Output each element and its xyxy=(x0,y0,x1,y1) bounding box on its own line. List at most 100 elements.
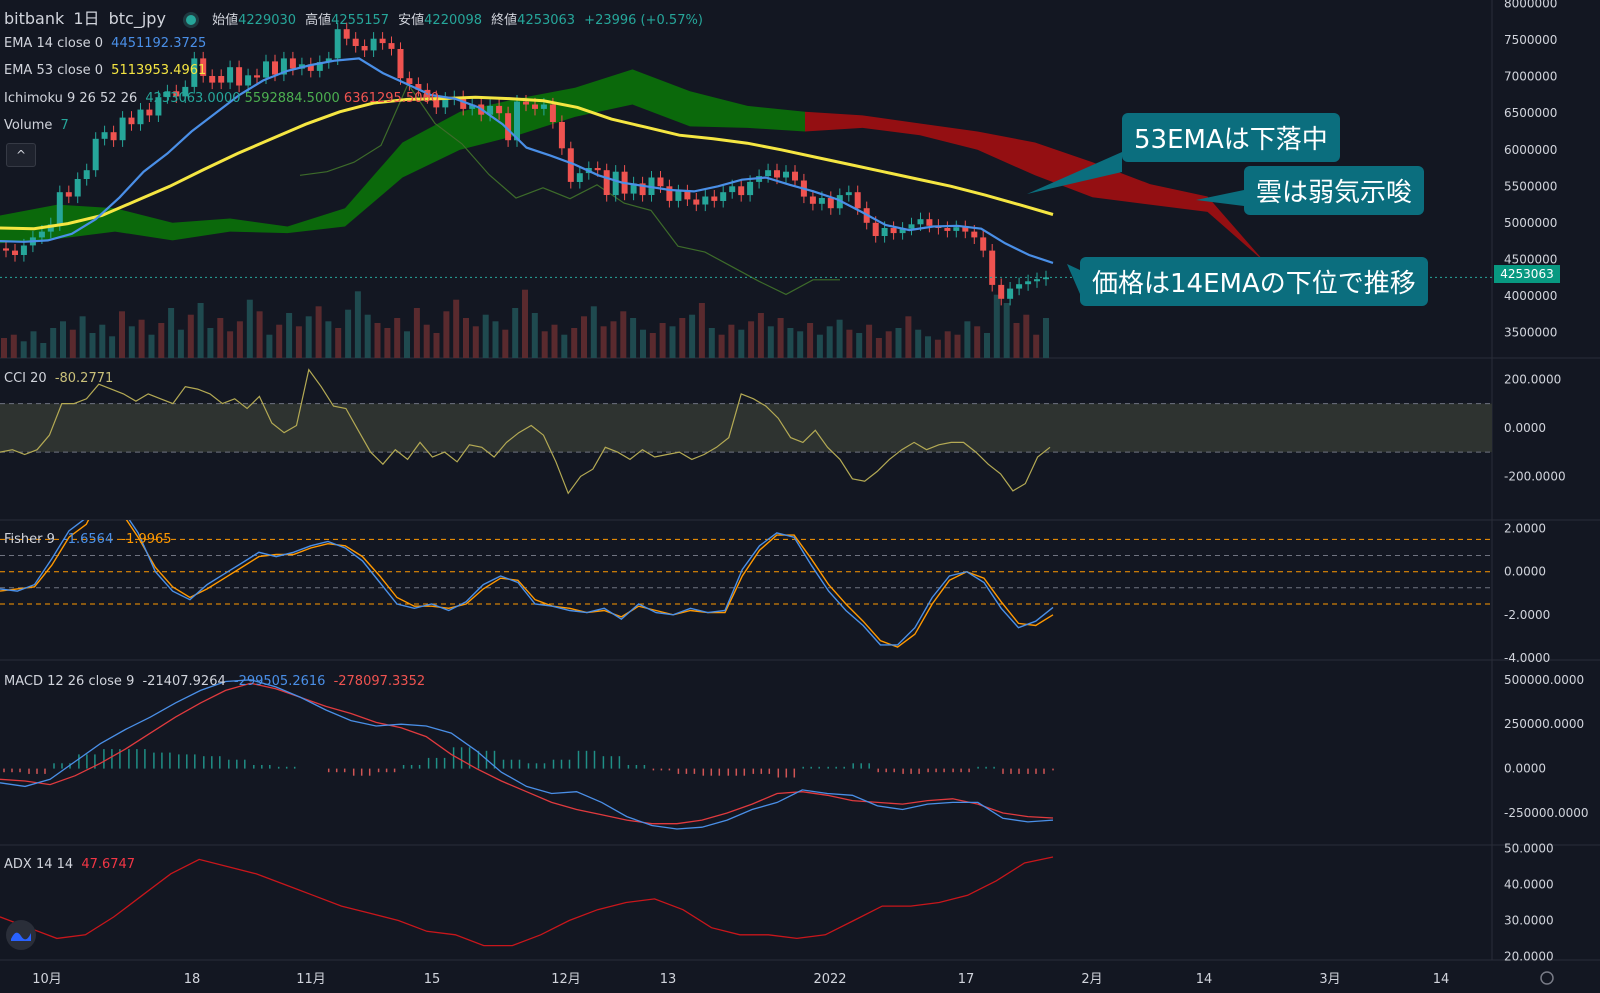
candle-body xyxy=(272,61,278,75)
volume-bar xyxy=(128,326,135,358)
candle-body xyxy=(289,58,296,69)
ichimoku-value-3: 6361295.5000 xyxy=(343,91,440,106)
cci-tick-label: 0.0000 xyxy=(1504,421,1546,435)
time-tick-label: 2022 xyxy=(813,972,846,987)
volume-bar xyxy=(266,334,273,358)
volume-bar xyxy=(531,313,538,358)
volume-bar xyxy=(423,324,430,358)
tradingview-logo-icon[interactable] xyxy=(6,920,36,950)
time-tick-label: 2月 xyxy=(1081,972,1102,987)
candle-body xyxy=(137,109,144,125)
candle-body xyxy=(783,171,789,178)
candle-body xyxy=(442,98,449,108)
candle-body xyxy=(352,38,359,46)
fisher-tick-label: -2.0000 xyxy=(1504,608,1550,622)
volume-bar xyxy=(472,326,479,358)
candle-body xyxy=(56,192,63,225)
candle-body xyxy=(639,183,646,196)
candle-body xyxy=(370,38,377,51)
ema14-value: 4451192.3725 xyxy=(111,36,207,51)
time-tick-label: 15 xyxy=(424,972,441,987)
candle-body xyxy=(612,171,619,196)
volume-bar xyxy=(905,316,912,358)
candle-body xyxy=(334,29,341,59)
candle-body xyxy=(182,86,189,97)
candle-body xyxy=(218,76,225,83)
candle-body xyxy=(164,91,171,98)
ichimoku-cloud-segment xyxy=(805,111,863,132)
candle-body xyxy=(818,198,825,204)
volume-bar xyxy=(30,331,37,358)
volume-bar xyxy=(10,334,17,358)
annotation-pointer-price xyxy=(1067,264,1080,294)
candle-body xyxy=(514,101,520,141)
cci-value: -80.2771 xyxy=(54,371,114,386)
annotation-price: 価格は14EMAの下位で推移 xyxy=(1080,257,1428,306)
cci-line xyxy=(0,368,1051,495)
candle-body xyxy=(433,97,440,108)
candle-body xyxy=(953,227,960,231)
candle-body xyxy=(792,171,798,181)
price-tick-label: 7000000 xyxy=(1504,70,1557,84)
candle-body xyxy=(254,75,260,78)
collapse-legend-button[interactable]: ^ xyxy=(6,143,36,167)
logo-wave-icon xyxy=(11,932,31,941)
fisher-label: Fisher 9 xyxy=(4,532,55,547)
volume-bar xyxy=(492,321,499,358)
volume-bar xyxy=(384,328,391,358)
candle-body xyxy=(523,101,529,105)
price-tick-label: 4500000 xyxy=(1504,252,1557,266)
macd-legend: MACD 12 26 close 9 -21407.9264 -299505.2… xyxy=(4,674,429,689)
time-tick-label: 11月 xyxy=(296,972,326,987)
volume-bar xyxy=(895,328,902,358)
candle-body xyxy=(200,58,207,76)
candle-body xyxy=(280,58,287,75)
candle-body xyxy=(1043,277,1049,280)
volume-bar xyxy=(69,329,76,358)
volume-bar xyxy=(659,323,666,358)
cci-tick-label: 200.0000 xyxy=(1504,372,1561,386)
candle-body xyxy=(729,186,736,193)
macd-tick-label: 250000.0000 xyxy=(1504,717,1584,731)
volume-bar xyxy=(856,333,863,358)
candle-body xyxy=(3,248,9,251)
volume-bar xyxy=(738,329,745,358)
candle-body xyxy=(505,113,512,141)
candle-body xyxy=(307,64,314,71)
high-value: 4255157 xyxy=(331,13,390,28)
fisher-series-group xyxy=(0,520,1054,648)
candle-body xyxy=(406,78,413,84)
candle-body xyxy=(549,104,556,122)
macd-value-3: -278097.3352 xyxy=(333,674,426,689)
volume-bar xyxy=(590,306,597,358)
candle-body xyxy=(460,97,467,109)
candle-body xyxy=(720,192,727,201)
volume-bar xyxy=(836,319,843,358)
ichimoku-cloud-segment xyxy=(1150,184,1208,212)
ichimoku-cloud-segment xyxy=(460,98,518,150)
cci-band xyxy=(0,403,1492,453)
candle-body xyxy=(989,250,996,285)
cci-legend: CCI 20 -80.2771 xyxy=(4,371,117,386)
candle-body xyxy=(65,192,72,197)
candle-body xyxy=(388,43,395,49)
volume-bar xyxy=(767,326,774,358)
candle-body xyxy=(325,58,332,63)
close-value: 4253063 xyxy=(517,13,576,28)
candle-body xyxy=(657,177,664,187)
candle-body xyxy=(343,29,350,39)
ichimoku-value-2: 5592884.5000 xyxy=(244,91,340,106)
candle-body xyxy=(881,228,888,236)
candle-body xyxy=(998,284,1005,299)
low-value: 4220098 xyxy=(424,13,483,28)
volume-bar xyxy=(236,321,243,358)
volume-bar xyxy=(256,311,263,358)
header-legend: bitbank 1日 btc_jpy 始値4229030 高値4255157 安… xyxy=(4,5,707,29)
candle-body xyxy=(101,132,108,139)
volume-bar xyxy=(826,326,833,358)
volume-bar xyxy=(974,326,981,358)
candle-body xyxy=(774,170,780,178)
volume-bar xyxy=(197,303,204,358)
volume-bar xyxy=(669,326,676,358)
candle-body xyxy=(487,105,494,115)
